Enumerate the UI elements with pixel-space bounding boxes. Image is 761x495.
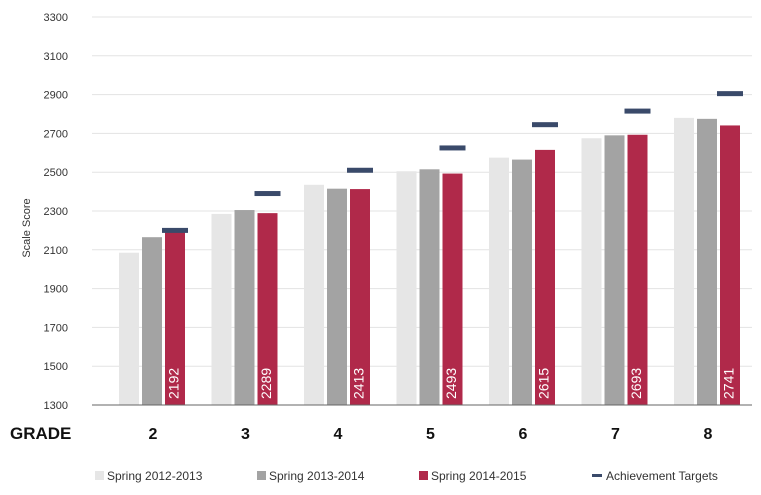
achievement-targets (162, 91, 743, 233)
bar (442, 173, 463, 405)
y-tick-label: 2300 (44, 206, 68, 218)
y-tick-label: 1500 (44, 361, 68, 373)
category-label: 7 (611, 426, 620, 443)
target-marker (532, 122, 558, 128)
bar (512, 159, 532, 405)
legend-swatch (95, 471, 104, 480)
bar (396, 171, 417, 405)
legend: Spring 2012-2013 Spring 2013-2014 Spring 2… (95, 469, 718, 483)
category-label: 4 (334, 426, 343, 443)
x-axis-label: GRADE (10, 424, 71, 443)
data-label: 2741 (721, 368, 737, 399)
y-tick-label: 1700 (44, 322, 68, 334)
legend-label: Achievement Targets (606, 469, 718, 483)
data-label: 2493 (443, 368, 459, 399)
data-label: 2289 (258, 368, 274, 399)
bar (304, 184, 324, 405)
bar (327, 188, 347, 405)
category-label: 8 (704, 426, 713, 443)
bar (674, 117, 694, 405)
target-marker (254, 191, 281, 197)
category-label: 5 (426, 426, 435, 443)
bar (419, 169, 440, 405)
y-axis-label: Scale Score (21, 198, 33, 257)
bar (581, 138, 602, 405)
data-labels: 2192 2289 2413 2493 2615 2693 2741 (166, 368, 737, 399)
y-tick-label: 2100 (44, 245, 68, 257)
y-tick-label: 2500 (44, 167, 68, 179)
legend-swatch (257, 471, 266, 480)
y-axis-ticks: 1300 1500 1700 1900 2100 2300 2500 2700 2900 3100… (44, 12, 68, 412)
y-tick-label: 2900 (44, 90, 68, 102)
data-label: 2413 (351, 368, 367, 399)
target-marker (717, 91, 743, 97)
data-label: 2615 (536, 368, 552, 399)
category-label: 2 (149, 426, 158, 443)
legend-label: Spring 2012-2013 (107, 469, 203, 483)
legend-swatch (419, 471, 428, 480)
bar (535, 149, 555, 405)
bar (119, 252, 139, 405)
legend-label: Spring 2013-2014 (269, 469, 365, 483)
target-marker (624, 108, 651, 114)
target-marker (439, 145, 466, 151)
bar (211, 213, 232, 405)
bar (604, 135, 625, 405)
legend-swatch (592, 474, 602, 477)
bar (720, 125, 740, 406)
bars (119, 117, 740, 406)
bar (234, 210, 255, 405)
data-label: 2192 (166, 368, 182, 399)
y-tick-label: 1900 (44, 284, 68, 296)
bar (350, 189, 370, 405)
y-tick-label: 1300 (44, 400, 68, 412)
bar (165, 231, 185, 405)
bar (627, 134, 648, 405)
y-tick-label: 2700 (44, 128, 68, 140)
y-tick-label: 3300 (44, 12, 68, 24)
y-tick-label: 3100 (44, 51, 68, 63)
target-marker (347, 167, 373, 173)
target-marker (162, 227, 188, 233)
data-label: 2693 (628, 368, 644, 399)
bar (257, 213, 278, 405)
category-label: 3 (241, 426, 250, 443)
bar (142, 237, 162, 405)
bar (489, 157, 509, 405)
category-labels: 2 3 4 5 6 7 8 (149, 426, 713, 443)
category-label: 6 (519, 426, 528, 443)
bar (697, 118, 717, 405)
legend-label: Spring 2014-2015 (431, 469, 527, 483)
